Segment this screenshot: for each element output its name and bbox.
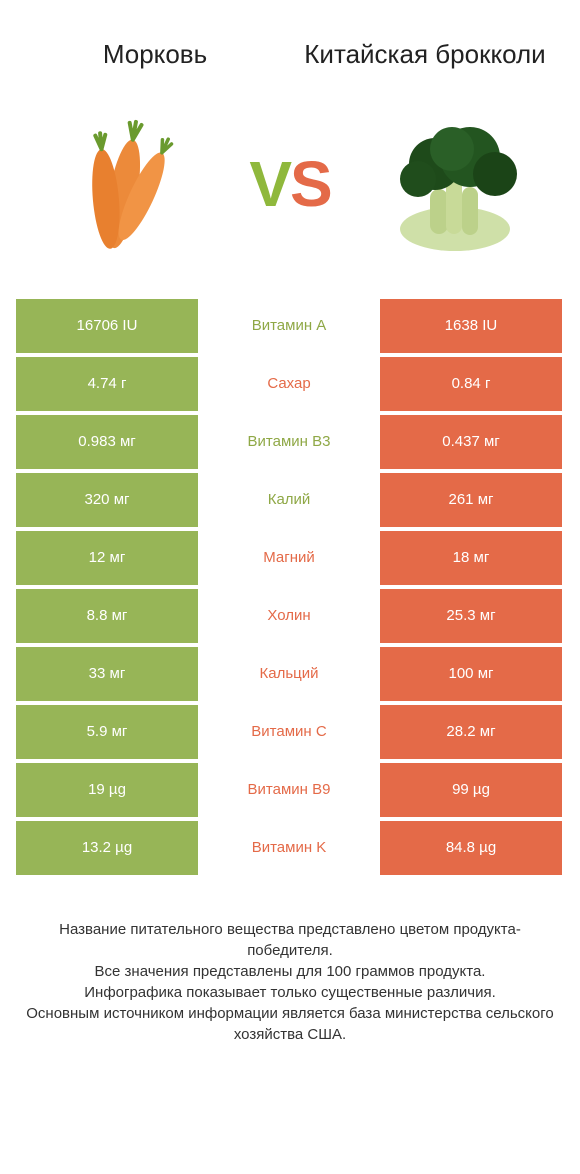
left-value: 33 мг: [16, 647, 198, 701]
left-title-col: Морковь: [30, 40, 280, 69]
right-value: 28.2 мг: [380, 705, 562, 759]
footer-line: Название питательного вещества представл…: [20, 919, 560, 961]
right-value: 1638 IU: [380, 299, 562, 353]
nutrient-label: Витамин A: [198, 299, 380, 353]
nutrient-label: Витамин B9: [198, 763, 380, 817]
left-value: 16706 IU: [16, 299, 198, 353]
left-value: 0.983 мг: [16, 415, 198, 469]
table-row: 16706 IUВитамин A1638 IU: [16, 299, 564, 353]
left-value: 12 мг: [16, 531, 198, 585]
footer-line: Все значения представлены для 100 граммо…: [20, 961, 560, 982]
nutrient-label: Калий: [198, 473, 380, 527]
hero: VS: [0, 89, 580, 299]
vs-label: VS: [249, 147, 330, 221]
footer-line: Основным источником информации является …: [20, 1003, 560, 1045]
right-value: 261 мг: [380, 473, 562, 527]
right-title-col: Китайская брокколи: [300, 40, 550, 69]
table-row: 12 мгМагний18 мг: [16, 531, 564, 585]
right-value: 99 µg: [380, 763, 562, 817]
right-title: Китайская брокколи: [300, 40, 550, 69]
vs-v: V: [249, 148, 290, 220]
table-row: 4.74 гСахар0.84 г: [16, 357, 564, 411]
right-value: 18 мг: [380, 531, 562, 585]
table-row: 320 мгКалий261 мг: [16, 473, 564, 527]
left-title: Морковь: [30, 40, 280, 69]
broccoli-image: [370, 109, 540, 259]
nutrient-label: Витамин C: [198, 705, 380, 759]
right-value: 84.8 µg: [380, 821, 562, 875]
comparison-table: 16706 IUВитамин A1638 IU4.74 гСахар0.84 …: [0, 299, 580, 875]
left-value: 19 µg: [16, 763, 198, 817]
nutrient-label: Магний: [198, 531, 380, 585]
table-row: 0.983 мгВитамин B30.437 мг: [16, 415, 564, 469]
nutrient-label: Витамин K: [198, 821, 380, 875]
left-value: 5.9 мг: [16, 705, 198, 759]
nutrient-label: Холин: [198, 589, 380, 643]
carrot-image: [40, 109, 210, 259]
table-row: 13.2 µgВитамин K84.8 µg: [16, 821, 564, 875]
right-value: 25.3 мг: [380, 589, 562, 643]
vs-s: S: [290, 148, 331, 220]
table-row: 19 µgВитамин B999 µg: [16, 763, 564, 817]
nutrient-label: Сахар: [198, 357, 380, 411]
table-row: 5.9 мгВитамин C28.2 мг: [16, 705, 564, 759]
left-value: 8.8 мг: [16, 589, 198, 643]
right-value: 100 мг: [380, 647, 562, 701]
left-value: 13.2 µg: [16, 821, 198, 875]
table-row: 33 мгКальций100 мг: [16, 647, 564, 701]
nutrient-label: Витамин B3: [198, 415, 380, 469]
right-value: 0.84 г: [380, 357, 562, 411]
left-value: 4.74 г: [16, 357, 198, 411]
footer-line: Инфографика показывает только существенн…: [20, 982, 560, 1003]
right-value: 0.437 мг: [380, 415, 562, 469]
nutrient-label: Кальций: [198, 647, 380, 701]
header: Морковь Китайская брокколи: [0, 0, 580, 89]
footer: Название питательного вещества представл…: [0, 879, 580, 1045]
left-value: 320 мг: [16, 473, 198, 527]
table-row: 8.8 мгХолин25.3 мг: [16, 589, 564, 643]
